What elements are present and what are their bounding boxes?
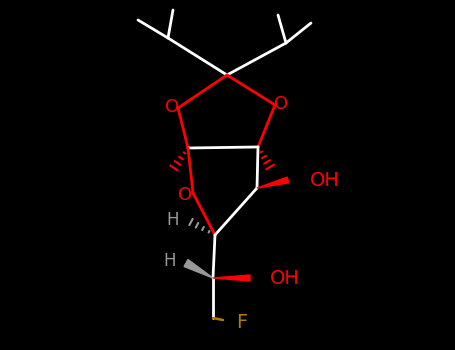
Text: O: O bbox=[165, 98, 179, 116]
Text: H: H bbox=[167, 211, 179, 229]
Polygon shape bbox=[184, 259, 213, 278]
Text: O: O bbox=[274, 95, 288, 113]
Text: H: H bbox=[163, 252, 176, 270]
Polygon shape bbox=[257, 177, 289, 188]
Text: OH: OH bbox=[310, 170, 340, 189]
Text: F: F bbox=[236, 313, 247, 331]
Text: OH: OH bbox=[270, 268, 300, 287]
Polygon shape bbox=[213, 275, 250, 281]
Text: O: O bbox=[178, 186, 192, 204]
